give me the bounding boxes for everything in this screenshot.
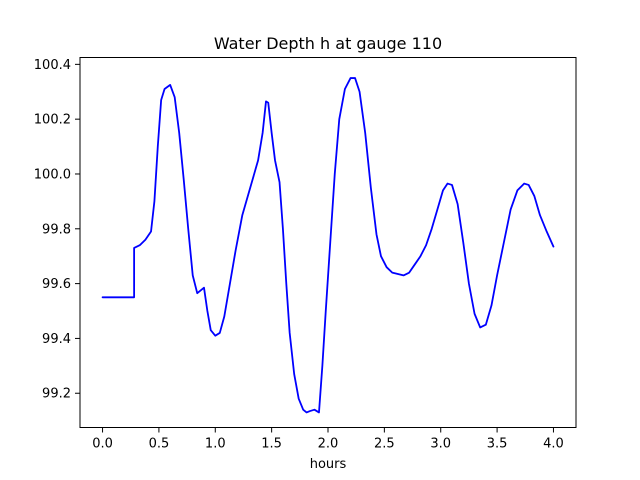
- y-tick-label: 99.8: [42, 222, 71, 237]
- y-axis: 99.2 99.4 99.6 99.8 100.0 100.2 100.4: [34, 58, 80, 402]
- x-tick-label: 0.5: [149, 437, 170, 452]
- y-tick-label: 99.6: [42, 277, 71, 292]
- y-tick-label: 99.2: [42, 387, 71, 402]
- series-line-0: [101, 77, 555, 414]
- x-tick-label: 2.0: [318, 437, 339, 452]
- x-tick-label: 4.0: [543, 437, 564, 452]
- x-tick-label: 3.0: [430, 437, 451, 452]
- x-axis-label: hours: [310, 457, 347, 472]
- chart-title: Water Depth h at gauge 110: [214, 34, 442, 53]
- x-tick-label: 1.0: [205, 437, 226, 452]
- x-tick-label: 3.5: [487, 437, 508, 452]
- x-tick-label: 1.5: [261, 437, 282, 452]
- y-tick-label: 100.0: [34, 167, 71, 182]
- plot-area: [101, 77, 555, 414]
- x-tick-label: 0.0: [92, 437, 113, 452]
- x-axis: 0.0 0.5 1.0 1.5 2.0 2.5 3.0 3.5 4.0: [92, 427, 564, 452]
- y-tick-label: 100.2: [34, 113, 71, 128]
- x-tick-label: 2.5: [374, 437, 395, 452]
- y-tick-label: 99.4: [42, 332, 71, 347]
- y-tick-label: 100.4: [34, 58, 71, 73]
